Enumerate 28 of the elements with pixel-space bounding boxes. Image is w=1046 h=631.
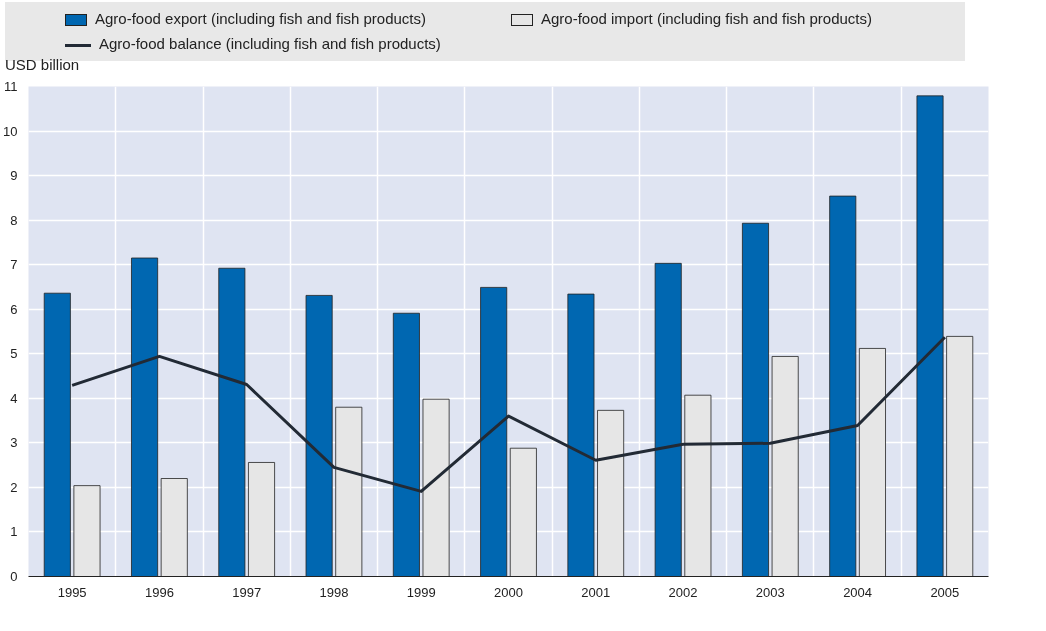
y-tick-label: 1 — [10, 524, 18, 540]
y-tick-label: 8 — [10, 212, 18, 228]
line-series — [70, 335, 947, 493]
x-tick-label: 2004 — [843, 584, 873, 600]
y-tick-label: 0 — [10, 569, 18, 584]
x-tick-label: 2003 — [755, 584, 785, 600]
legend-label: Agro-food import (including fish and fish products) — [541, 10, 872, 27]
y-axis-title: USD billion — [5, 56, 80, 73]
y-tick-label: 2 — [10, 479, 18, 495]
y-tick-label: 9 — [10, 168, 18, 184]
x-tick-label: 2000 — [494, 584, 523, 600]
x-tick-label: 1997 — [232, 584, 262, 600]
x-tick-label: 2005 — [930, 584, 960, 600]
x-tick-label: 2001 — [581, 584, 611, 600]
x-tick-label: 1998 — [319, 584, 349, 600]
y-tick-label: 5 — [10, 346, 18, 362]
y-tick-label: 11 — [4, 79, 18, 94]
y-tick-label: 10 — [3, 123, 18, 139]
legend-label: Agro-food export (including fish and fish products) — [95, 10, 427, 27]
y-tick-label: 7 — [10, 257, 18, 273]
x-tick-label: 2002 — [668, 584, 698, 600]
x-tick-label: 1996 — [144, 584, 174, 600]
x-tick-label: 1995 — [57, 584, 87, 600]
y-tick-label: 3 — [10, 435, 18, 451]
y-tick-label: 4 — [10, 390, 18, 406]
legend-label: Agro-food balance (including fish and fish products) — [99, 35, 441, 53]
x-tick-label: 1999 — [406, 584, 436, 600]
y-tick-label: 6 — [10, 301, 18, 317]
